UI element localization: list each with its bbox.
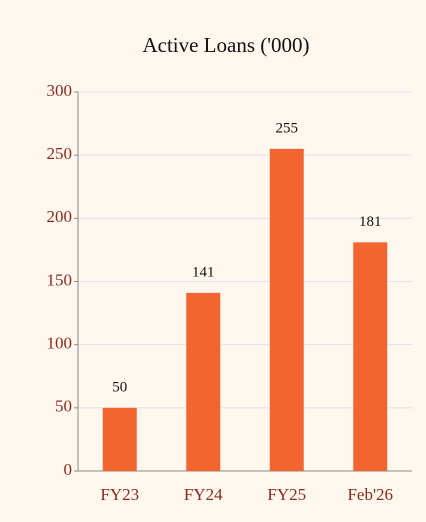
bar xyxy=(353,242,388,471)
y-tick-label: 300 xyxy=(47,81,73,100)
data-label: 50 xyxy=(112,379,127,395)
y-tick-label: 50 xyxy=(55,397,72,416)
y-tick-label: 200 xyxy=(47,207,73,226)
x-tick-label: FY24 xyxy=(184,485,223,504)
y-tick-label: 250 xyxy=(47,144,73,163)
data-label: 255 xyxy=(276,120,299,136)
x-tick-label: FY23 xyxy=(100,485,139,504)
y-tick-label: 0 xyxy=(64,460,73,479)
data-label: 181 xyxy=(359,214,382,230)
chart-title: Active Loans ('000) xyxy=(142,33,309,57)
x-tick-label: FY25 xyxy=(267,485,306,504)
x-tick-label: Feb'26 xyxy=(347,485,393,504)
data-label: 141 xyxy=(192,264,215,280)
bar xyxy=(102,407,137,471)
bar xyxy=(269,148,304,471)
y-tick-label: 150 xyxy=(47,270,73,289)
y-tick-label: 100 xyxy=(47,334,73,353)
bar xyxy=(186,292,221,471)
